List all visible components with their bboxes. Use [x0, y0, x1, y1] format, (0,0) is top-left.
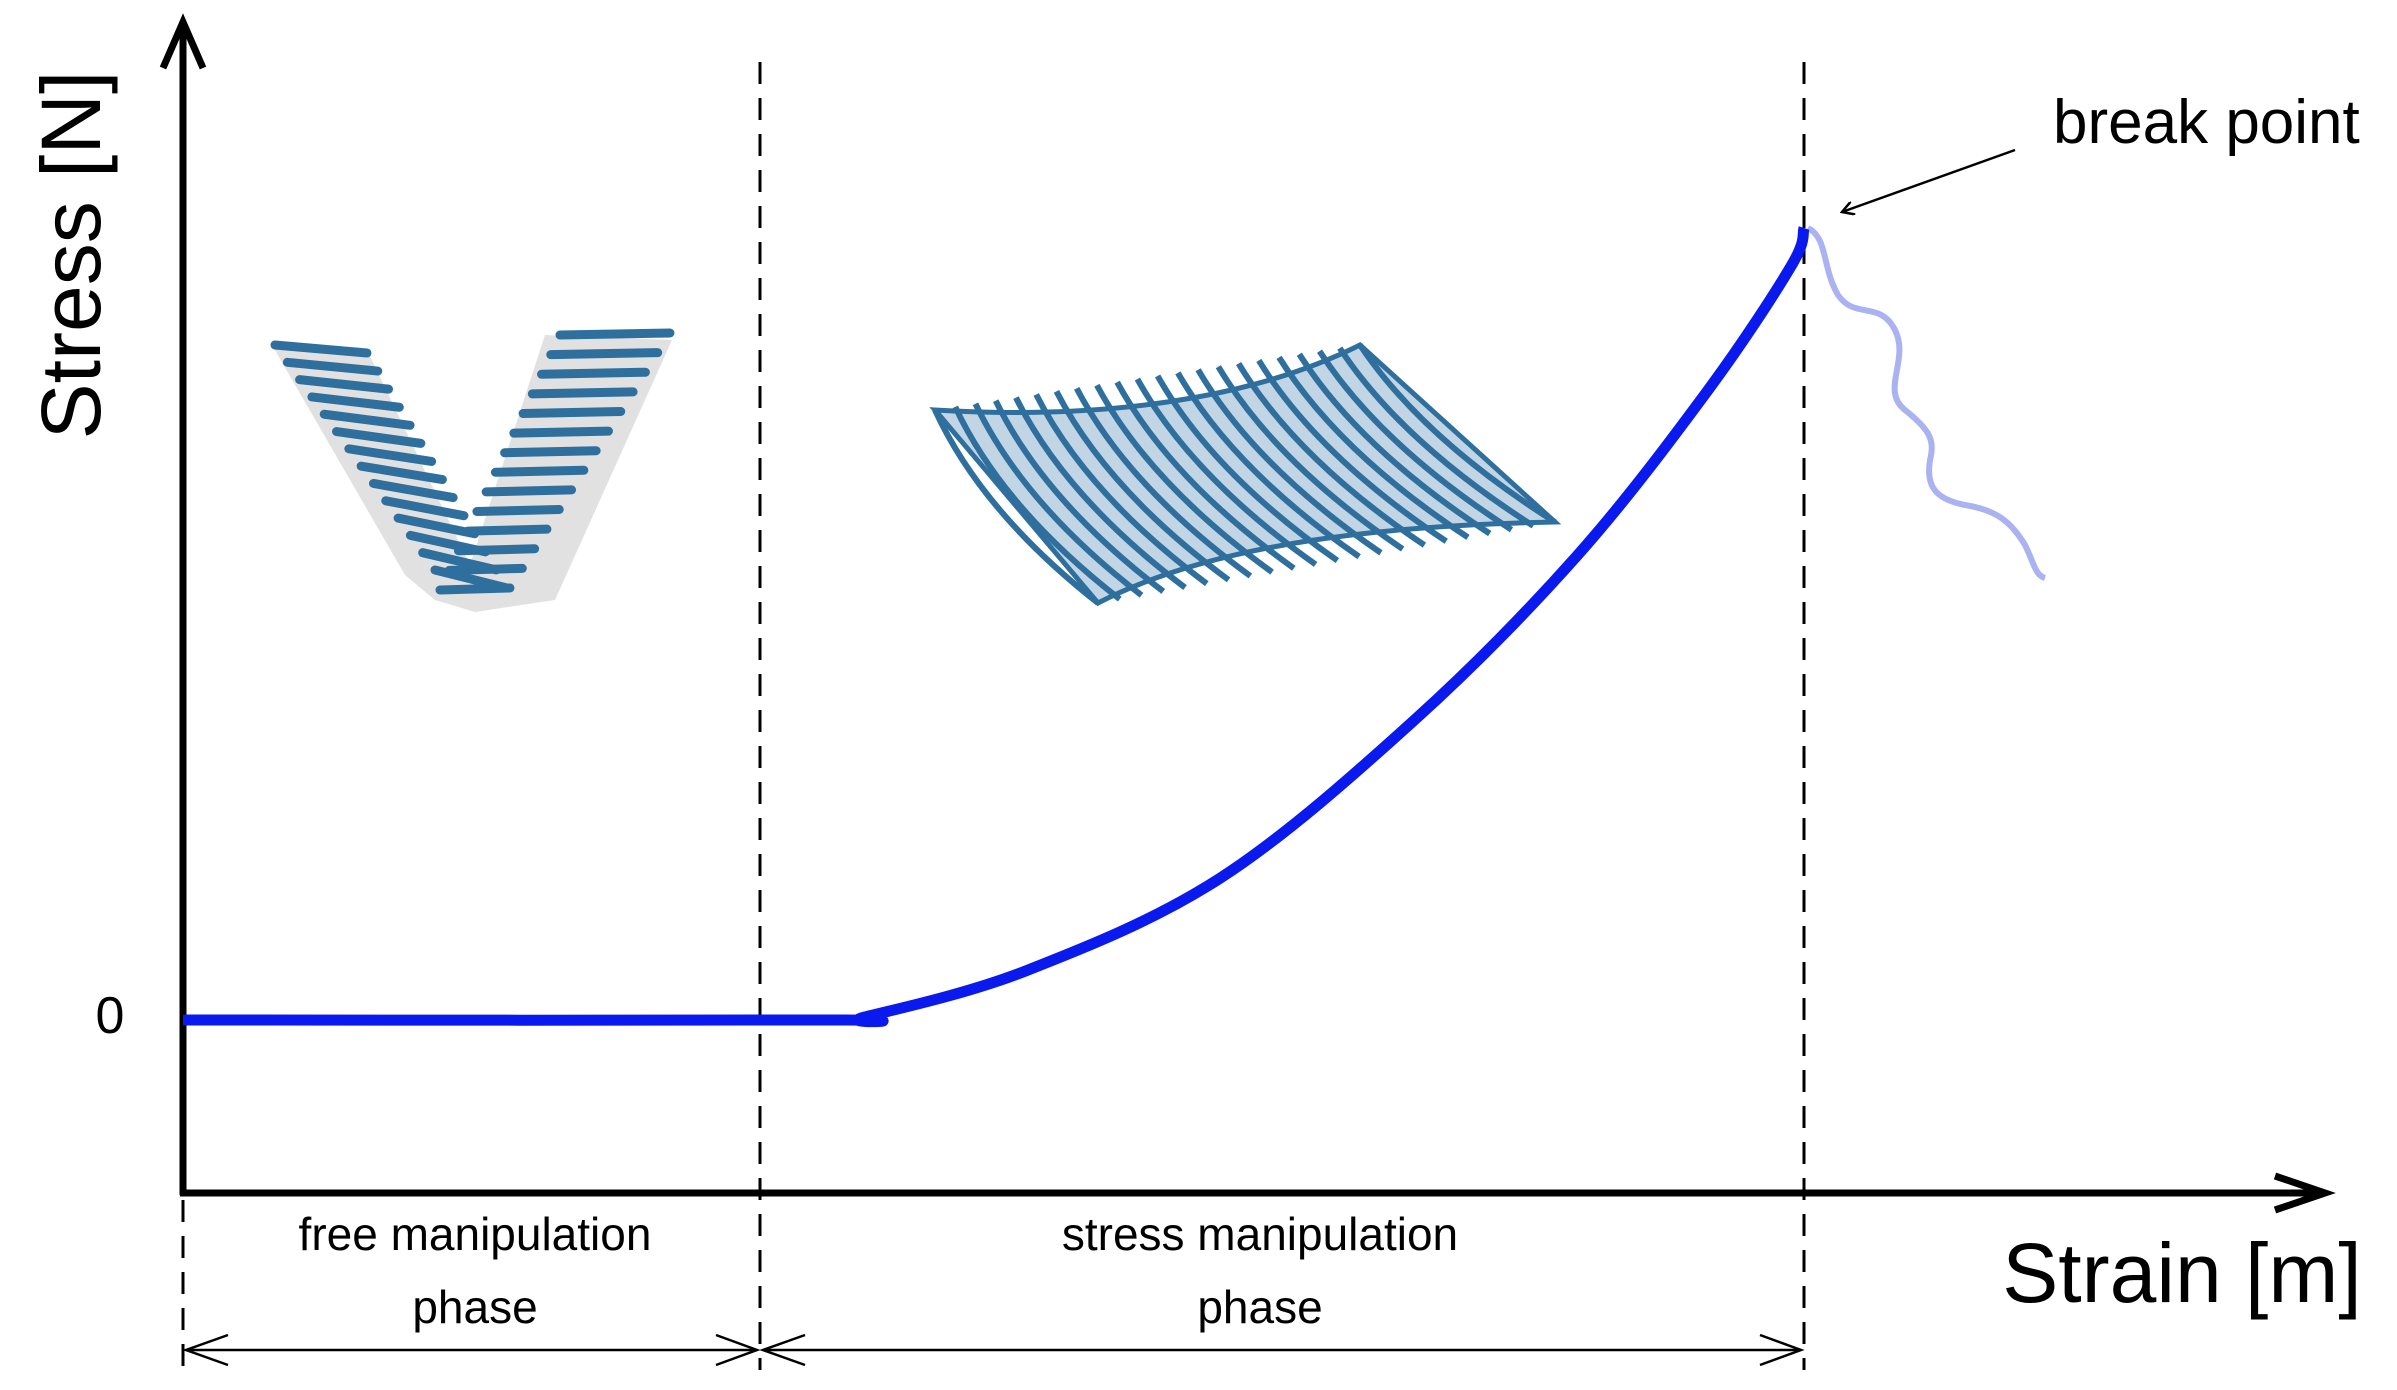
mesh-row [1195, 368, 1383, 556]
mesh-row [952, 405, 1122, 602]
mesh-row [537, 367, 650, 379]
phase-arrow-stress-left-head [759, 1333, 806, 1367]
mesh-row [1296, 352, 1492, 537]
mesh-row [1094, 383, 1274, 575]
mesh-row [472, 505, 564, 517]
mesh-row [1175, 371, 1361, 560]
mesh-row [1134, 377, 1318, 567]
mesh-row [344, 444, 437, 466]
mesh-row [518, 406, 626, 418]
y-axis-arrowhead [159, 13, 207, 70]
mesh-row [282, 357, 383, 376]
mesh-row [307, 392, 404, 412]
mesh-row [463, 524, 552, 536]
mesh-row [270, 340, 372, 358]
mesh-row [1256, 358, 1448, 544]
mesh-row [1317, 349, 1514, 533]
mesh-row [500, 446, 601, 458]
break-point-label: break point [2053, 88, 2360, 157]
mesh-row [555, 328, 675, 340]
mesh-row [1013, 396, 1187, 590]
mesh-row [453, 544, 540, 556]
x-axis-arrowhead [2273, 1172, 2336, 1214]
mesh-row [932, 408, 1100, 606]
phase-arrow-free-left-head [182, 1333, 229, 1367]
mesh-row [1337, 346, 1535, 529]
stress-curve-layer [182, 226, 1810, 1028]
mesh-row [490, 465, 589, 477]
mesh-row [381, 496, 469, 521]
phase-label-stress-line2: phase [1197, 1281, 1322, 1333]
mesh-row [1276, 355, 1470, 540]
cloth-mesh-stretched-image [929, 341, 1562, 607]
x-axis-label: Strain [m] [2002, 1226, 2361, 1320]
mesh-row [368, 478, 458, 503]
phase-label-stress-line1: stress manipulation [1062, 1208, 1458, 1260]
phase-arrow-stress-right-head [1759, 1333, 1805, 1367]
mesh-row [546, 348, 663, 360]
mesh-row [993, 399, 1166, 594]
mesh-row [481, 485, 577, 497]
mesh-row [332, 427, 426, 448]
mesh-row [527, 387, 638, 399]
stress-strain-curve [182, 226, 1810, 1028]
mesh-row [444, 563, 527, 575]
post-break-curve [1806, 225, 2047, 581]
y-tick-label: 0 [96, 987, 125, 1045]
phase-label-free-line2: phase [412, 1281, 537, 1333]
break-point-arrow [1842, 148, 2016, 212]
mesh-row [1215, 365, 1405, 552]
mesh-row [1033, 393, 1209, 587]
cloth-mesh-u-shape-image [270, 328, 675, 612]
mesh-row [435, 583, 515, 595]
mesh-row [509, 426, 613, 438]
mesh-row [1357, 343, 1557, 525]
mesh-row [319, 409, 415, 430]
mesh-row [393, 513, 480, 539]
phase-label-free-line1: free manipulation [299, 1208, 652, 1260]
phase-arrow-free-right-head [715, 1333, 761, 1367]
mesh-row [1155, 374, 1340, 564]
y-axis-label: Stress [N] [24, 71, 118, 440]
mesh-row [1236, 362, 1427, 548]
mesh-row [972, 402, 1144, 598]
mesh-row [1053, 390, 1231, 583]
mesh-row [356, 461, 447, 485]
mesh-row [1114, 380, 1296, 571]
mesh-row [295, 375, 394, 394]
mesh-row [1074, 386, 1253, 579]
